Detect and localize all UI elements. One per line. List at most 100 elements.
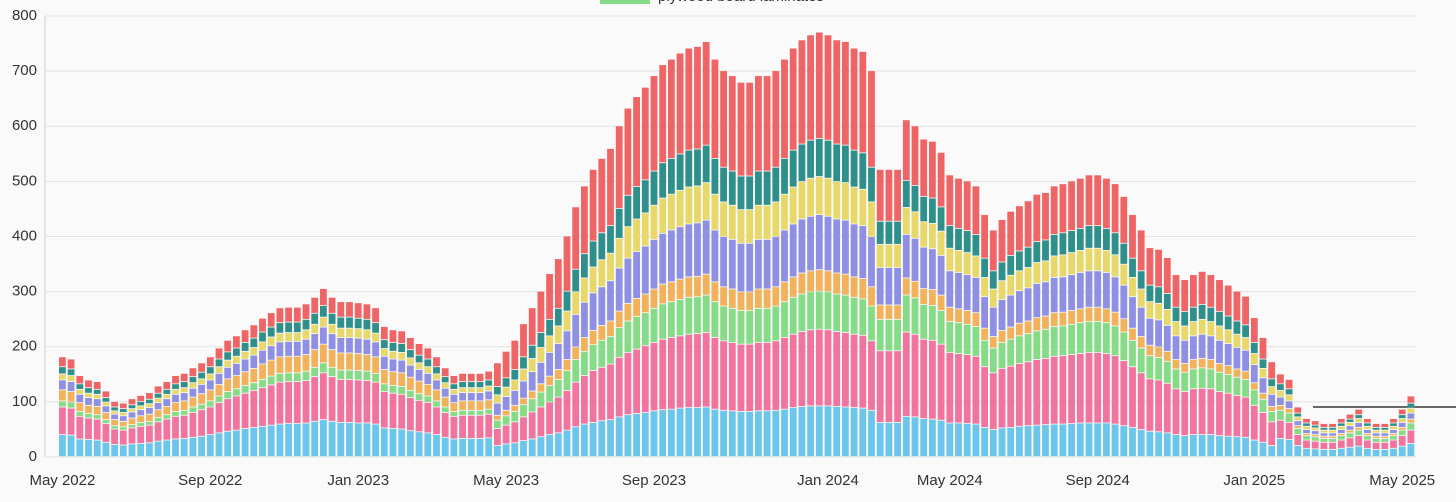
bar-segment (702, 41, 710, 145)
bar-segment (267, 327, 275, 337)
bar-segment (450, 389, 458, 394)
bar-segment (302, 330, 310, 339)
bar-segment (102, 423, 110, 442)
bar-segment (546, 273, 553, 319)
bar-segment (1285, 413, 1293, 423)
bar-segment (485, 391, 493, 400)
bar-segment (1268, 379, 1276, 387)
bar-segment (389, 428, 397, 457)
bar-segment (180, 410, 188, 415)
bar-segment (285, 382, 292, 424)
bar-segment (1294, 417, 1302, 421)
bar-segment (1311, 421, 1319, 425)
bar-segment (441, 388, 449, 397)
bar-segment (1137, 307, 1145, 337)
bar-segment (1285, 401, 1293, 409)
bar-segment (407, 337, 414, 350)
bar-segment (911, 185, 919, 212)
bar-segment (1146, 379, 1154, 431)
bar-segment (389, 385, 397, 393)
bar-segment (859, 153, 867, 189)
bar-segment (641, 87, 649, 180)
bar-segment (163, 406, 171, 415)
bar-segment (189, 407, 197, 413)
bar-segment (398, 352, 406, 360)
bar-segment (537, 347, 545, 362)
bar-segment (1355, 422, 1363, 427)
bar-segment (937, 420, 945, 457)
bar-segment (598, 158, 606, 233)
bar-segment (955, 250, 962, 273)
bar-segment (1120, 264, 1128, 285)
bar-segment (128, 428, 136, 444)
bar-segment (598, 260, 606, 287)
bar-segment (111, 429, 118, 445)
bar-segment (911, 126, 919, 185)
bar-segment (520, 417, 527, 441)
bar-segment (1259, 378, 1267, 393)
bar-segment (1129, 215, 1136, 258)
bar-segment (824, 178, 832, 216)
bar-segment (302, 339, 310, 355)
y-tick-label: 200 (12, 338, 37, 355)
bar-segment (572, 207, 580, 269)
bar-segment (241, 428, 249, 457)
bar-segment (1016, 323, 1023, 336)
bar-segment (1355, 436, 1363, 446)
bar-segment (650, 308, 658, 343)
bar-segment (1198, 271, 1206, 305)
bar-segment (1155, 347, 1162, 357)
bar-segment (206, 367, 214, 374)
bar-segment (407, 358, 414, 365)
bar-segment (633, 251, 640, 298)
bar-segment (1216, 326, 1223, 340)
bar-segment (1146, 356, 1154, 379)
bar-segment (1007, 295, 1015, 327)
bar-segment (955, 423, 962, 457)
bar-segment (276, 342, 284, 357)
bar-segment (198, 404, 205, 410)
bar-segment (93, 389, 101, 394)
bar-segment (415, 355, 423, 363)
bar-segment (1303, 433, 1310, 436)
bar-segment (850, 224, 858, 277)
bar-segment (267, 425, 275, 457)
bar-segment (659, 163, 667, 198)
bar-segment (459, 401, 466, 410)
bar-segment (1033, 359, 1041, 425)
bar-segment (433, 357, 440, 367)
bar-segment (1181, 326, 1189, 340)
bar-segment (1085, 307, 1093, 322)
bar-segment (937, 152, 945, 207)
bar-segment (67, 391, 75, 402)
bar-segment (441, 377, 449, 383)
bar-segment (389, 351, 397, 359)
bar-segment (172, 402, 179, 411)
bar-segment (276, 373, 284, 382)
bar-segment (433, 401, 440, 407)
bar-segment (728, 239, 736, 289)
bar-segment (772, 287, 780, 306)
bar-segment (668, 409, 675, 457)
bar-segment (1024, 334, 1032, 362)
bar-segment (1285, 422, 1293, 440)
bar-segment (311, 334, 319, 350)
bar-segment (1277, 420, 1284, 439)
bar-segment (528, 439, 536, 457)
bar-segment (902, 120, 910, 181)
bar-segment (1242, 437, 1249, 457)
bar-segment (1050, 313, 1058, 327)
x-tick-label: Sep 2024 (1066, 472, 1130, 489)
bar-segment (537, 384, 545, 392)
bar-segment (1233, 395, 1241, 437)
bar-segment (624, 258, 632, 303)
bar-segment (1181, 436, 1189, 457)
bar-segment (346, 302, 353, 317)
bar-segment (963, 423, 971, 457)
bar-segment (1111, 184, 1119, 233)
bar-segment (111, 426, 118, 429)
bar-segment (963, 230, 971, 253)
bar-segment (285, 373, 292, 382)
bar-segment (59, 367, 66, 374)
bar-segment (302, 380, 310, 423)
